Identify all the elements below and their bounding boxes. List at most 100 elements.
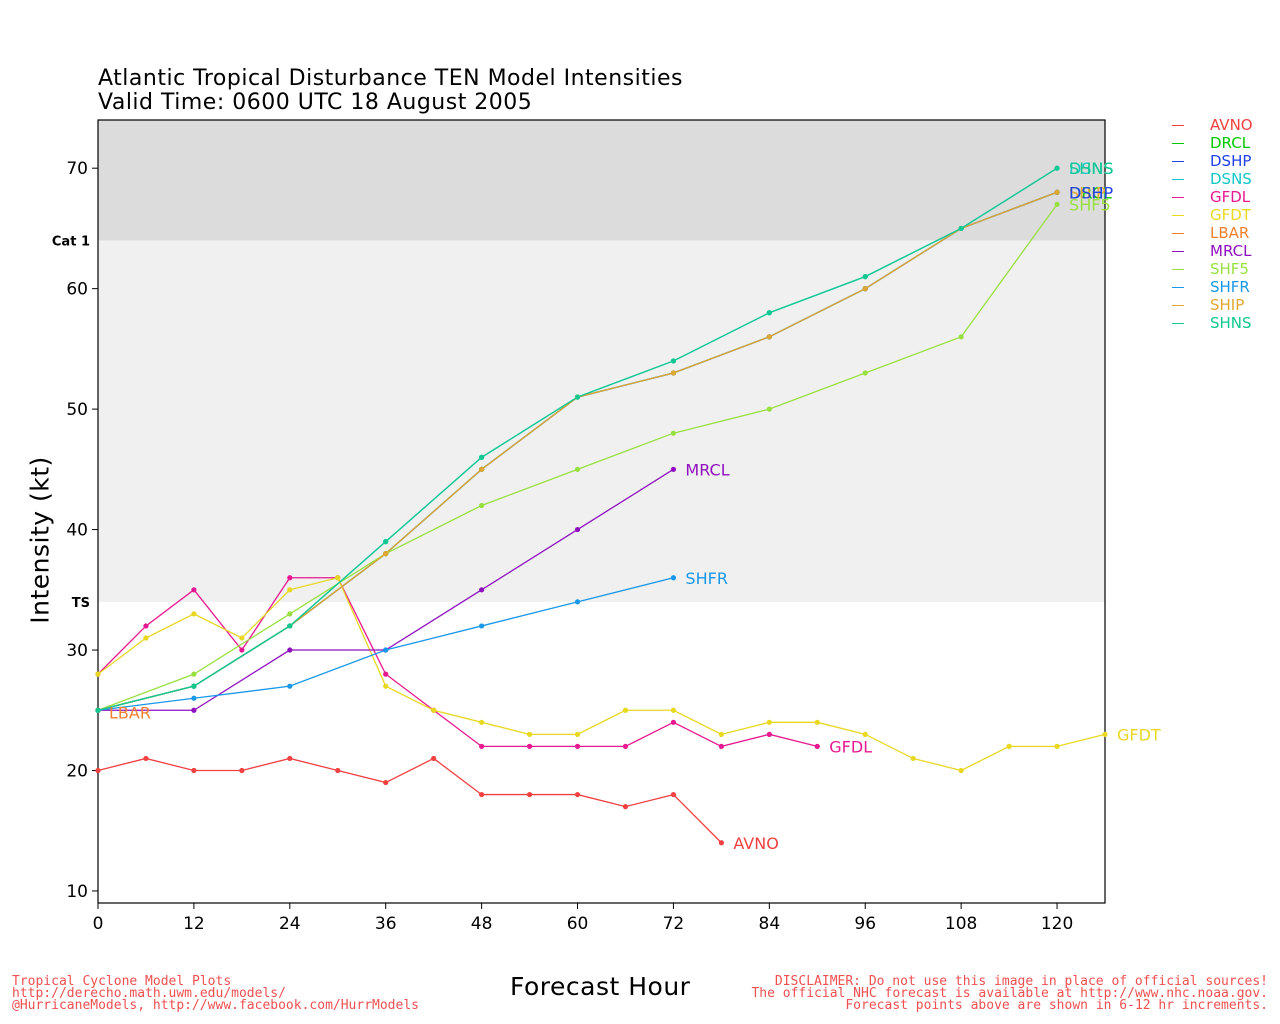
legend-swatch [1172,250,1184,252]
data-point [862,274,868,280]
data-point [958,334,964,340]
data-point [143,635,149,641]
data-point [143,623,149,629]
data-point [479,791,485,798]
data-point [1006,743,1012,750]
legend-swatch [1172,322,1184,324]
legend-label: SHFR [1210,278,1250,296]
legend-item: SHFR [1172,278,1253,296]
legend-item: GFDT [1172,206,1253,224]
data-point [1054,189,1060,195]
data-point [191,767,197,774]
footer-credits: Tropical Cyclone Model Plots http://dere… [12,975,419,1013]
footer-credits-line[interactable]: @HurricaneModels, http://www.facebook.co… [12,998,419,1013]
series-end-label: DRCL [1069,183,1112,202]
legend-label: DSNS [1210,170,1252,188]
y-axis-label: Intensity (kt) [25,456,55,624]
footer-credits-line[interactable]: http://derecho.math.uwm.edu/models/ [12,986,286,1001]
legend-swatch [1172,142,1184,144]
x-tick-label: 24 [279,914,301,934]
data-point [479,466,485,472]
data-point [479,454,485,460]
data-point [1102,731,1108,737]
data-point [383,647,389,653]
legend-swatch [1172,214,1184,216]
legend-item: AVNO [1172,116,1253,134]
data-point [670,791,677,798]
data-point [287,755,293,762]
legend-label: DRCL [1210,134,1251,152]
series-line [97,757,722,844]
data-point [287,575,293,581]
series-line [97,576,1106,772]
series-end-label: SHIP [1069,183,1106,202]
data-point [95,707,101,713]
data-point [1054,201,1060,207]
legend-label: MRCL [1210,242,1252,260]
legend-item: DRCL [1172,134,1253,152]
y-tick-label: 20 [66,761,88,781]
series-end-label: SHFR [685,569,728,588]
series-end-label: GFDL [829,737,872,756]
x-tick-label: 60 [567,914,589,934]
data-point [958,767,964,774]
series-gfdt [95,575,1108,774]
chart-subtitle: Valid Time: 0600 UTC 18 August 2005 [98,90,533,115]
legend-swatch [1172,268,1184,270]
series-end-label: LBAR [109,703,151,722]
legend-swatch [1172,286,1184,288]
data-point [191,611,197,617]
data-point [239,647,245,653]
data-point [862,731,868,737]
data-point [766,719,772,725]
data-point [670,358,677,364]
y-tick-label: 10 [66,882,88,902]
legend-item: DSNS [1172,170,1253,188]
data-point [814,719,820,725]
data-point [574,394,581,400]
data-point [479,587,485,593]
data-point [479,743,485,750]
series-end-label: SHF5 [1069,195,1111,214]
data-point [958,225,964,232]
legend-label: AVNO [1210,116,1253,134]
legend-item: GFDL [1172,188,1253,206]
data-point [383,683,389,689]
x-tick-label: 48 [471,914,493,934]
data-point [383,779,389,786]
data-point [670,719,677,725]
data-point [670,575,677,581]
data-point [191,695,197,701]
data-point [431,707,437,713]
data-point [862,286,868,292]
data-point [431,755,437,762]
data-point [335,575,341,581]
data-point [766,310,772,316]
legend-item: SHF5 [1172,260,1253,278]
x-tick-label: 0 [93,914,104,934]
legend-label: SHIP [1210,296,1245,314]
data-point [383,551,389,557]
legend-item: MRCL [1172,242,1253,260]
data-point [479,623,485,629]
legend-swatch [1172,178,1184,180]
legend-swatch [1172,304,1184,306]
legend-item: SHIP [1172,296,1253,314]
x-tick-label: 108 [945,914,977,934]
data-point [910,755,916,762]
data-point [526,731,533,737]
data-point [766,334,772,340]
data-point [574,743,581,750]
x-axis-label: Forecast Hour [510,972,691,1001]
data-point [383,539,389,545]
series-avno [95,755,724,846]
data-point [95,767,101,774]
data-point [191,683,197,689]
band-label: Cat 1 [52,234,90,249]
data-point [143,755,149,762]
x-tick-label: 84 [759,914,781,934]
legend-label: SHF5 [1210,260,1249,278]
data-point [287,611,293,617]
series-end-label: GFDT [1117,725,1161,744]
